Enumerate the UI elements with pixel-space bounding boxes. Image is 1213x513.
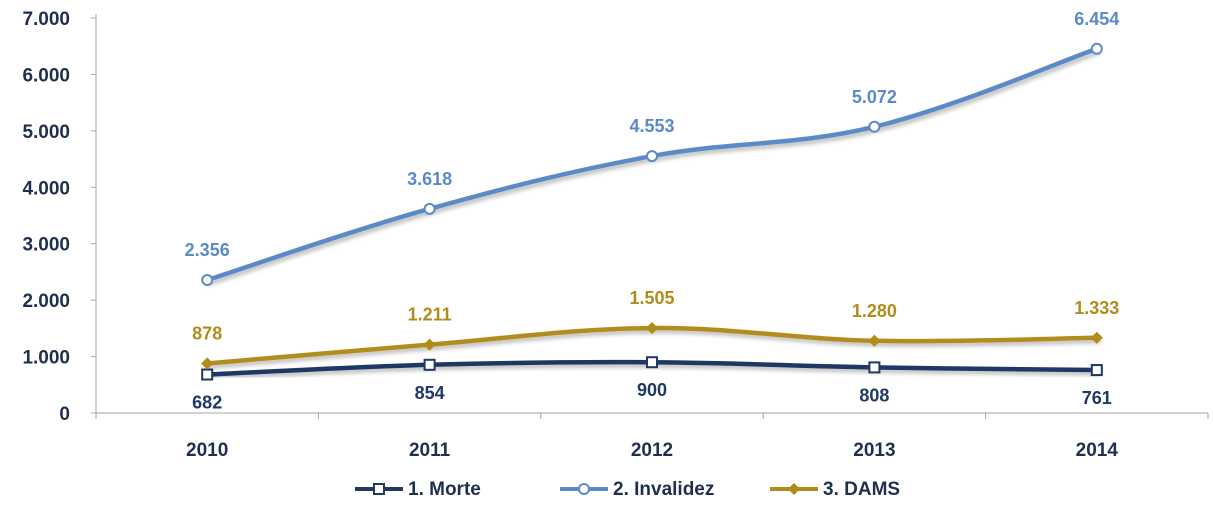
data-label: 854 — [415, 383, 445, 403]
y-tick-label: 7.000 — [22, 9, 70, 30]
data-label: 1.211 — [408, 305, 452, 325]
data-label: 6.454 — [1074, 9, 1119, 29]
legend-label: 3. DAMS — [823, 479, 900, 500]
y-tick-label: 1.000 — [22, 348, 70, 369]
data-point — [423, 358, 436, 371]
data-point — [423, 338, 436, 351]
data-point — [201, 368, 214, 381]
legend-item: 2. Invalidez — [560, 479, 714, 500]
x-tick-label: 2010 — [186, 440, 228, 461]
data-point — [868, 334, 881, 347]
x-tick-label: 2012 — [631, 440, 673, 461]
data-point — [646, 150, 658, 163]
data-labels: 682 854 900 808 761 2.356 3.618 4.553 5.072 6.454… — [185, 9, 1120, 413]
x-tick-label: 2011 — [409, 440, 451, 461]
data-point — [1090, 42, 1103, 55]
series-2 — [201, 42, 1103, 287]
legend-marker — [787, 482, 801, 496]
data-label: 682 — [192, 393, 222, 413]
data-label: 4.553 — [629, 116, 674, 136]
x-tick-label: 2014 — [1076, 440, 1119, 461]
data-label: 1.505 — [629, 288, 674, 308]
y-tick-label: 2.000 — [22, 291, 70, 312]
y-tick-label: 5.000 — [22, 122, 70, 143]
data-label: 5.072 — [852, 87, 897, 107]
data-label: 900 — [637, 380, 667, 400]
series-1 — [201, 356, 1103, 381]
data-label: 761 — [1082, 388, 1112, 408]
y-tick-label: 3.000 — [22, 235, 70, 256]
legend-label: 2. Invalidez — [613, 479, 714, 500]
data-point — [201, 357, 214, 370]
data-label: 3.618 — [407, 169, 452, 189]
data-point — [423, 202, 436, 215]
legend-marker — [373, 483, 385, 495]
y-tick-label: 6.000 — [22, 65, 70, 86]
data-point — [868, 361, 881, 374]
series-3 — [201, 322, 1103, 370]
legend-item: 3. DAMS — [770, 479, 900, 500]
data-point — [1090, 331, 1103, 344]
y-tick-label: 0 — [59, 404, 70, 425]
data-label: 1.280 — [852, 301, 897, 321]
data-point — [868, 120, 881, 133]
data-point — [646, 356, 658, 369]
y-tick-label: 4.000 — [22, 178, 70, 199]
legend-item: 1. Morte — [355, 479, 481, 500]
axes: 0 1.000 2.000 3.000 4.000 5.000 6.000 7.000 2010… — [22, 9, 1209, 461]
data-point — [645, 322, 659, 335]
x-tick-label: 2013 — [853, 440, 895, 461]
legend: 1. Morte 2. Invalidez 3. DAMS — [355, 479, 900, 500]
data-label: 878 — [192, 323, 222, 343]
series-line — [204, 46, 1100, 283]
legend-marker — [578, 483, 590, 495]
data-point — [201, 274, 214, 287]
legend-label: 1. Morte — [408, 479, 481, 500]
data-label: 808 — [859, 385, 889, 405]
data-point — [1090, 364, 1103, 377]
data-label: 1.333 — [1074, 298, 1119, 318]
series-layer — [201, 42, 1103, 381]
data-label: 2.356 — [185, 240, 230, 260]
